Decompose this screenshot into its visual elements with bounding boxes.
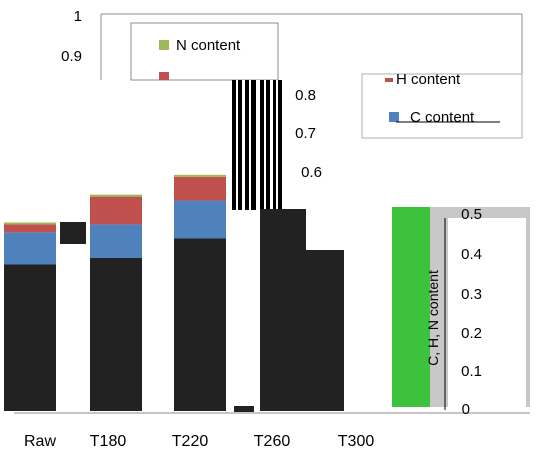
x-tick-label-t260: T260 bbox=[254, 433, 291, 450]
bar-raw-c bbox=[4, 232, 56, 265]
inset-y-tick-0-1: 0.1 bbox=[461, 363, 482, 380]
bar-base-t220 bbox=[174, 238, 226, 411]
inset-legend-swatch-c bbox=[389, 112, 399, 122]
x-tick-label-t300: T300 bbox=[338, 433, 375, 450]
bar-t180-n bbox=[90, 194, 142, 197]
legend-label-n: N content bbox=[176, 37, 241, 54]
inset-y-tick-0-5: 0.5 bbox=[461, 206, 482, 223]
inset-axis-artifact bbox=[392, 207, 530, 410]
legend: N content bbox=[130, 22, 279, 81]
inset-legend: H content C content bbox=[361, 71, 523, 139]
inset-y-ticks: 0 0.1 0.2 0.3 0.4 0.5 0.6 0.7 0.8 bbox=[295, 87, 482, 418]
legend-swatch-h bbox=[159, 72, 169, 80]
bar-t180-h bbox=[90, 196, 142, 225]
bar-raw-h bbox=[4, 224, 56, 233]
inset-y-tick-0-7: 0.7 bbox=[295, 125, 316, 142]
bar-t220-h bbox=[174, 176, 226, 201]
inset-y-tick-0-4: 0.4 bbox=[461, 246, 482, 263]
bar-t180-c bbox=[90, 224, 142, 258]
inset-y-tick-0-8: 0.8 bbox=[295, 87, 316, 104]
x-tick-label-t180: T180 bbox=[90, 433, 127, 450]
inset-y-axis-label: C, H, N content bbox=[425, 270, 441, 366]
inset-legend-label-h: H content bbox=[396, 71, 461, 88]
legend-swatch-n bbox=[159, 40, 169, 50]
bar-raw-n bbox=[4, 222, 56, 225]
dark-bar-artifacts bbox=[60, 209, 344, 412]
inset-y-tick-0-2: 0.2 bbox=[461, 325, 482, 342]
y-tick-label-1: 1 bbox=[74, 8, 82, 25]
y-tick-label-0-9: 0.9 bbox=[61, 48, 82, 65]
inset-legend-label-c: C content bbox=[410, 109, 475, 126]
x-axis-labels: Raw T180 T220 T260 T300 bbox=[24, 433, 374, 450]
inset-y-tick-0-6: 0.6 bbox=[301, 164, 322, 181]
bar-t220-c bbox=[174, 200, 226, 239]
x-tick-label-raw: Raw bbox=[24, 433, 56, 450]
x-tick-label-t220: T220 bbox=[172, 433, 209, 450]
bar-base-t180 bbox=[90, 257, 142, 411]
plot-frame bbox=[14, 13, 530, 414]
bars bbox=[4, 174, 226, 411]
inset-y-tick-0: 0 bbox=[462, 401, 470, 418]
inset-y-tick-0-3: 0.3 bbox=[461, 286, 482, 303]
barcode-artifact bbox=[232, 80, 282, 210]
bar-base-raw bbox=[4, 264, 56, 411]
inset-legend-swatch-h bbox=[385, 78, 393, 82]
bar-t220-n bbox=[174, 174, 226, 177]
